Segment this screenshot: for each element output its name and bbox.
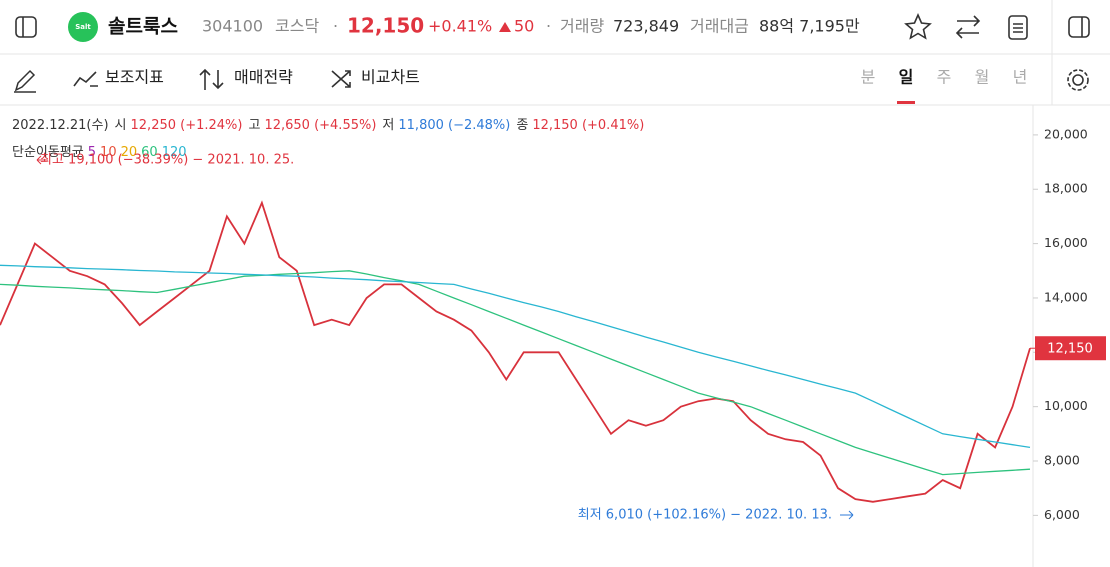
annotation-arrow — [840, 510, 854, 520]
swap-icon[interactable] — [955, 15, 981, 39]
active-underline — [897, 101, 915, 104]
period-tab[interactable]: 월 — [975, 68, 990, 87]
period-tab[interactable]: 일 — [899, 68, 914, 87]
indicator-icon[interactable] — [73, 71, 98, 87]
settings-icon[interactable] — [1072, 74, 1084, 86]
toolbar-item[interactable]: 비교차트 — [361, 68, 420, 87]
ma-period: 120 — [162, 145, 187, 160]
low-annotation: 최저 6,010 (+102.16%) − 2022. 10. 13. — [578, 508, 832, 523]
period-tab[interactable]: 주 — [937, 68, 952, 87]
dot: · — [333, 17, 338, 36]
favorite-icon[interactable] — [904, 13, 932, 40]
memo-icon[interactable] — [1008, 15, 1028, 40]
info-value: 11,800 (−2.48%) — [398, 118, 510, 133]
ma-period: 60 — [141, 145, 158, 160]
period-tab[interactable]: 년 — [1013, 68, 1028, 87]
y-tick-label: 14,000 — [1044, 289, 1088, 304]
sidebar-icon[interactable] — [15, 16, 37, 38]
memo-icon — [1013, 23, 1023, 33]
y-tick-label: 8,000 — [1044, 453, 1080, 468]
info-label: 고 — [248, 118, 260, 133]
stock-code: 304100 — [202, 17, 263, 36]
info-value: 12,150 (+0.41%) — [532, 118, 644, 133]
volume-label: 거래량 — [560, 17, 604, 36]
logo-text: Salt — [75, 23, 91, 31]
info-value: 12,650 (+4.55%) — [264, 118, 376, 133]
panel-icon[interactable] — [1068, 16, 1090, 38]
info-label: 저 — [382, 118, 394, 133]
logo — [68, 12, 98, 42]
draw-icon[interactable] — [14, 69, 36, 93]
stock-name: 솔트룩스 — [108, 16, 178, 38]
ma-line — [0, 270, 1031, 476]
compare-icon[interactable] — [331, 70, 351, 88]
volume: 723,849 — [613, 17, 679, 36]
annotation-arrow — [36, 155, 48, 165]
ma-period: 5 — [88, 145, 96, 160]
y-tick-label: 6,000 — [1044, 507, 1080, 522]
high-annotation: 최고 19,100 (−38.39%) − 2021. 10. 25. — [40, 153, 294, 168]
market: 코스닥 — [275, 17, 319, 36]
up-arrow — [499, 22, 511, 32]
strategy-icon[interactable] — [199, 68, 224, 90]
info-value: 12,250 (+1.24%) — [131, 118, 243, 133]
price: 12,150 — [347, 14, 424, 38]
y-tick-label: 10,000 — [1044, 398, 1088, 413]
price-label-box — [1035, 336, 1106, 361]
info-date: 2022.12.21(수) — [12, 118, 109, 133]
change: 50 — [514, 17, 534, 36]
ma-line — [0, 264, 1031, 449]
toolbar-item[interactable]: 보조지표 — [105, 68, 164, 87]
ohlc-info: 2022.12.21(수) 시 12,250 (+1.24%) 고 12,650 (+4… — [12, 118, 644, 133]
y-tick-label: 16,000 — [1044, 235, 1088, 250]
change-pct: +0.41% — [428, 17, 492, 36]
amount-label: 거래대금 — [690, 17, 749, 36]
settings-icon — [1067, 69, 1089, 91]
dot: · — [546, 17, 551, 36]
period-tab[interactable]: 분 — [861, 68, 876, 87]
info-label: 종 — [516, 118, 528, 133]
y-tick-label: 20,000 — [1044, 126, 1088, 141]
price-line — [0, 200, 1031, 503]
price-label: 12,150 — [1047, 342, 1093, 357]
ma-legend: 단순이동평균 5 10 20 60 120 — [12, 145, 187, 160]
info-label: 시 — [115, 118, 127, 133]
ma-period: 20 — [121, 145, 138, 160]
amount: 88억 7,195만 — [759, 17, 860, 36]
y-tick-label: 18,000 — [1044, 181, 1088, 196]
ma-label: 단순이동평균 — [12, 145, 84, 160]
ma-period: 10 — [100, 145, 117, 160]
toolbar-item[interactable]: 매매전략 — [234, 68, 293, 87]
